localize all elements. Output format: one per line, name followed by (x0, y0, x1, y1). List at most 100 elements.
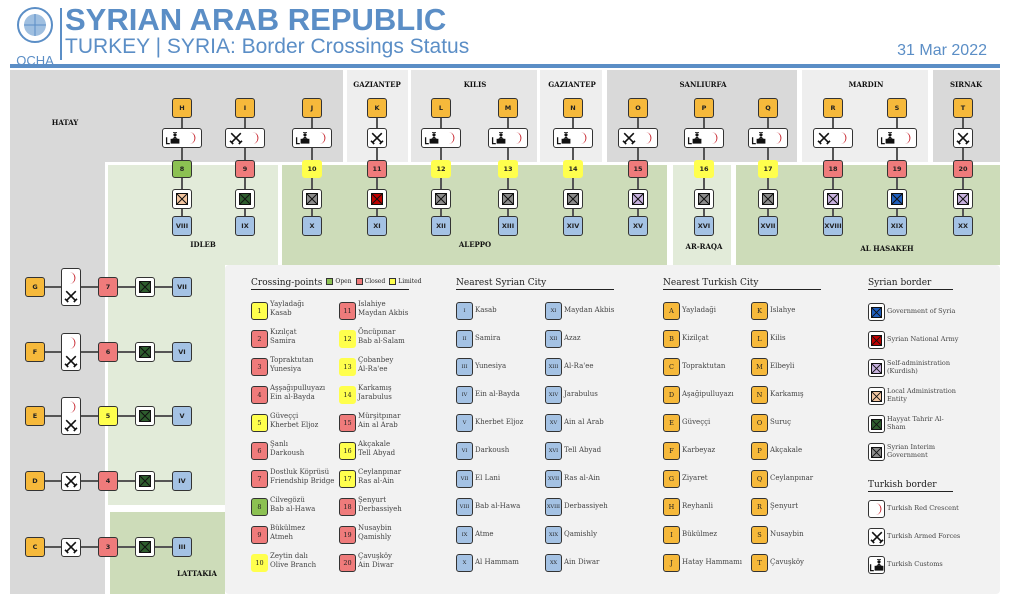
turkish-border-control[interactable] (684, 128, 724, 148)
crossing-point-6[interactable]: 6 (98, 342, 118, 362)
turkish-border-control[interactable] (367, 128, 387, 148)
turkish-city-marker[interactable]: C (25, 537, 45, 557)
sna-control-icon (871, 334, 882, 346)
syrian-city-marker[interactable]: X (302, 216, 322, 236)
syrian-border-control[interactable] (135, 406, 155, 426)
crossing-point-20[interactable]: 20 (953, 160, 973, 178)
turkish-city-marker[interactable]: M (498, 98, 518, 118)
syrian-border-control[interactable] (172, 189, 192, 209)
syrian-city-marker[interactable]: XVI (694, 216, 714, 236)
turkish-border-control[interactable] (748, 128, 788, 148)
turkish-border-control[interactable] (225, 128, 265, 148)
crescent-icon (246, 130, 262, 146)
turkish-city-marker[interactable]: H (172, 98, 192, 118)
crossing-point-10[interactable]: 10 (302, 160, 322, 178)
crossing-point-11[interactable]: 11 (367, 160, 387, 178)
syrian-border-control[interactable] (431, 189, 451, 209)
syrian-border-control[interactable] (563, 189, 583, 209)
syrian-border-control[interactable] (135, 471, 155, 491)
syrian-city-marker[interactable]: III (172, 537, 192, 557)
syrian-city-marker[interactable]: XI (367, 216, 387, 236)
syrian-border-control[interactable] (135, 537, 155, 557)
syrian-city-marker[interactable]: VI (172, 342, 192, 362)
syrian-city-marker[interactable]: XV (628, 216, 648, 236)
turkish-city-marker[interactable]: S (887, 98, 907, 118)
turkish-border-control[interactable] (162, 128, 202, 148)
syrian-border-control[interactable] (135, 342, 155, 362)
turkish-border-control[interactable] (61, 268, 81, 306)
turkish-border-control[interactable] (877, 128, 917, 148)
syrian-border-control[interactable] (498, 189, 518, 209)
turkish-border-control[interactable] (953, 128, 973, 148)
turkish-city-marker[interactable]: Q (758, 98, 778, 118)
turkish-border-control[interactable] (553, 128, 593, 148)
syrian-city-marker[interactable]: V (172, 406, 192, 426)
crossing-point-19[interactable]: 19 (887, 160, 907, 178)
crossing-point-14[interactable]: 14 (563, 160, 583, 178)
syrian-border-control[interactable] (628, 189, 648, 209)
crossing-point-9[interactable]: 9 (235, 160, 255, 178)
turkish-border-control[interactable] (61, 471, 81, 491)
crossing-point-5[interactable]: 5 (98, 406, 118, 426)
syrian-city-marker[interactable]: XX (953, 216, 973, 236)
syrian-border-control[interactable] (135, 277, 155, 297)
legend-syrian-city-name: Ain al Arab (564, 418, 604, 426)
turkish-city-marker[interactable]: R (823, 98, 843, 118)
syrian-border-control[interactable] (367, 189, 387, 209)
turkish-city-marker[interactable]: D (25, 471, 45, 491)
legend-turkish-city-marker: G (663, 470, 680, 488)
turkish-city-marker[interactable]: O (628, 98, 648, 118)
turkish-city-marker[interactable]: J (302, 98, 322, 118)
crossing-point-13[interactable]: 13 (498, 160, 518, 178)
turkish-city-marker[interactable]: E (25, 406, 45, 426)
turkish-city-marker[interactable]: N (563, 98, 583, 118)
turkish-city-marker[interactable]: T (953, 98, 973, 118)
turkish-city-marker[interactable]: I (235, 98, 255, 118)
crossing-point-16[interactable]: 16 (694, 160, 714, 178)
turkish-border-control[interactable] (61, 537, 81, 557)
crossing-point-4[interactable]: 4 (98, 471, 118, 491)
legend-syrian-city-marker: XV (545, 414, 562, 432)
turkish-city-marker[interactable]: K (367, 98, 387, 118)
syrian-city-marker[interactable]: IV (172, 471, 192, 491)
crossing-point-8[interactable]: 8 (172, 160, 192, 178)
syrian-border-control[interactable] (302, 189, 322, 209)
crossing-point-3[interactable]: 3 (98, 537, 118, 557)
turkish-city-marker[interactable]: L (431, 98, 451, 118)
syrian-city-marker[interactable]: VII (172, 277, 192, 297)
turkish-border-control[interactable] (618, 128, 658, 148)
syrian-city-marker[interactable]: XII (431, 216, 451, 236)
crossing-point-18[interactable]: 18 (823, 160, 843, 178)
syrian-city-marker[interactable]: XIII (498, 216, 518, 236)
crossing-point-7[interactable]: 7 (98, 277, 118, 297)
syrian-border-control[interactable] (694, 189, 714, 209)
legend-turkish-city-marker: J (663, 554, 680, 572)
turkish-border-control[interactable] (61, 333, 81, 371)
syrian-city-marker[interactable]: XVII (758, 216, 778, 236)
syrian-name: Ein al-Bayda (270, 393, 315, 401)
crossing-point-15[interactable]: 15 (628, 160, 648, 178)
syrian-city-marker[interactable]: VIII (172, 216, 192, 236)
syrian-city-marker[interactable]: IX (235, 216, 255, 236)
syrian-city-marker[interactable]: XVIII (823, 216, 843, 236)
syrian-border-control[interactable] (235, 189, 255, 209)
turkish-city-marker[interactable]: G (25, 277, 45, 297)
syrian-border-control[interactable] (823, 189, 843, 209)
turkish-city-marker[interactable]: P (694, 98, 714, 118)
syrian-border-control[interactable] (953, 189, 973, 209)
crossing-point-17[interactable]: 17 (758, 160, 778, 178)
legend-turkish-city-marker: L (751, 330, 768, 348)
turkish-border-control[interactable] (292, 128, 332, 148)
syrian-border-control[interactable] (758, 189, 778, 209)
turkish-border-control[interactable] (421, 128, 461, 148)
legend-turkish-city-marker: D (663, 386, 680, 404)
turkish-border-control[interactable] (813, 128, 853, 148)
syrian-city-marker[interactable]: XIV (563, 216, 583, 236)
turkish-border-control[interactable] (61, 397, 81, 435)
turkish-border-control[interactable] (488, 128, 528, 148)
syrian-city-marker[interactable]: XIX (887, 216, 907, 236)
syrian-border-control[interactable] (887, 189, 907, 209)
crossing-point-12[interactable]: 12 (431, 160, 451, 178)
turkish-city-marker[interactable]: F (25, 342, 45, 362)
legend-syrian-city-marker: VII (456, 470, 473, 488)
